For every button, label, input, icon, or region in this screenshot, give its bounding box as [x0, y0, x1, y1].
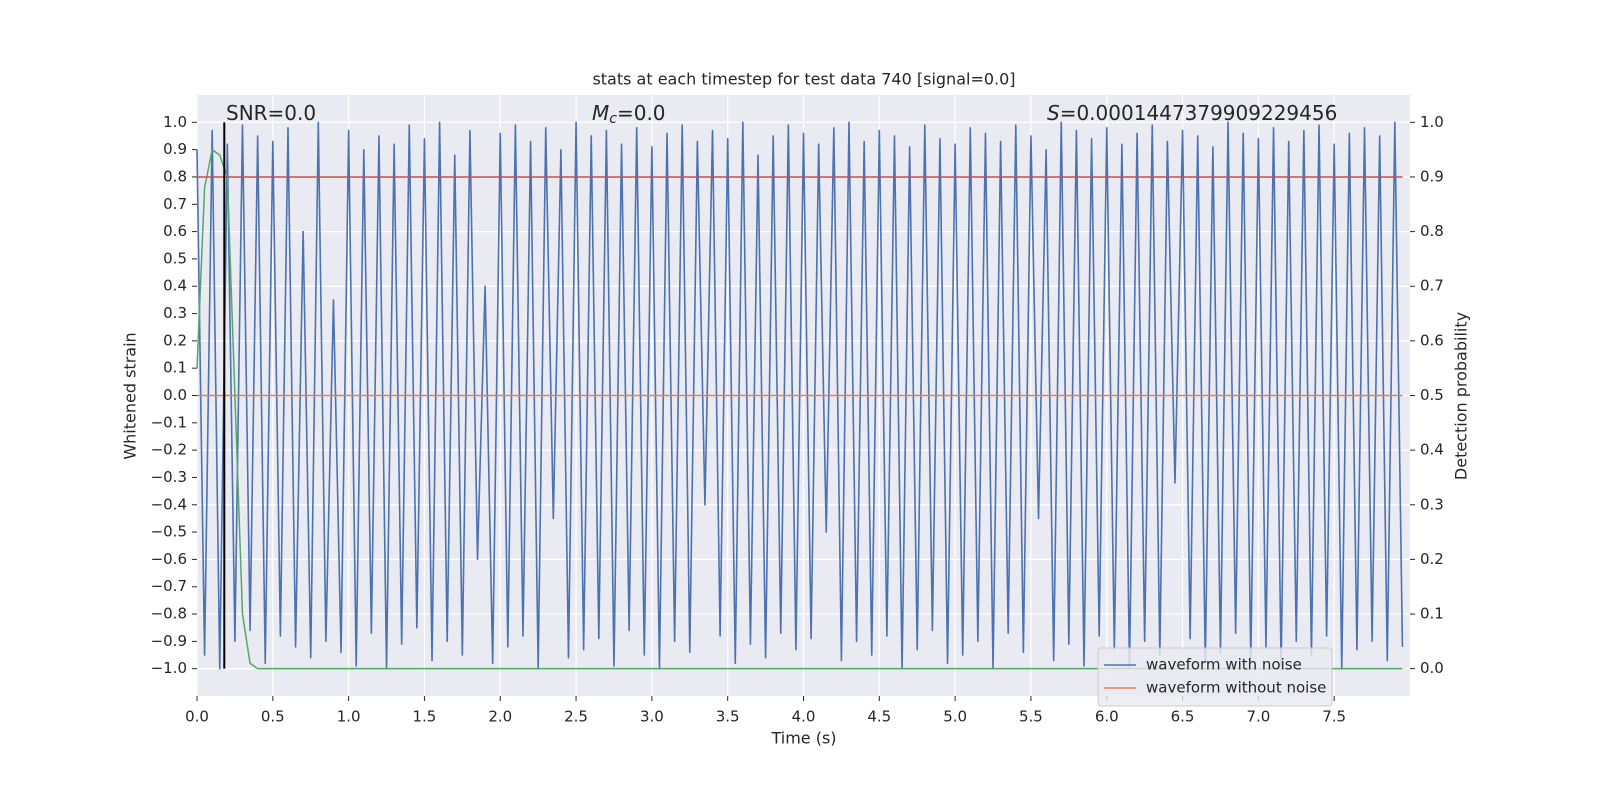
y-tick-label: 1.0: [163, 113, 187, 131]
legend-box: [1097, 647, 1333, 707]
y2-tick-label: 0.3: [1420, 495, 1444, 513]
y-tick-label: 0.7: [163, 195, 187, 213]
y-tick-label: −0.9: [151, 632, 187, 650]
x-tick-label: 5.5: [1019, 708, 1043, 726]
y2-tick-label: 0.1: [1420, 605, 1444, 623]
annotation: Mc=0.0: [592, 101, 666, 128]
legend-label: waveform without noise: [1146, 679, 1326, 697]
y-tick-label: −0.5: [151, 523, 187, 541]
x-tick-label: 4.0: [792, 708, 816, 726]
annotation-text: =0.0: [617, 101, 666, 125]
y2-tick-label: 0.7: [1420, 277, 1444, 295]
y2-axis-label: Detection probability: [1452, 312, 1471, 480]
y-tick-label: 0.5: [163, 249, 187, 267]
x-axis-label: Time (s): [770, 729, 836, 748]
series-line: [196, 121, 1404, 670]
x-tick-label: 5.0: [943, 708, 967, 726]
y-tick-label: 0.2: [163, 331, 187, 349]
y-tick-label: 0.0: [163, 386, 187, 404]
x-tick-label: 3.5: [716, 708, 740, 726]
x-tick-label: 1.0: [337, 708, 361, 726]
y-tick-label: −0.4: [151, 495, 187, 513]
annotation-symbol: S: [1047, 101, 1060, 125]
annotation: SNR=0.0: [226, 101, 316, 125]
annotation-text: =0.0001447379909229456: [1060, 101, 1338, 125]
y-axis-label: Whitened strain: [121, 332, 140, 459]
y2-tick-label: 1.0: [1420, 113, 1444, 131]
x-tick-label: 7.5: [1322, 708, 1346, 726]
y-tick-label: −0.3: [151, 468, 187, 486]
legend-label: waveform with noise: [1146, 656, 1302, 674]
y2-tick-label: 0.9: [1420, 167, 1444, 185]
y-tick-label: 0.8: [163, 167, 187, 185]
x-tick-label: 3.0: [640, 708, 664, 726]
x-tick-label: 0.5: [261, 708, 285, 726]
y2-tick-label: 0.2: [1420, 550, 1444, 568]
y-tick-label: 0.6: [163, 222, 187, 240]
x-tick-label: 0.0: [185, 708, 209, 726]
y2-tick-label: 0.4: [1420, 441, 1444, 459]
annotation-text: SNR=0.0: [226, 101, 316, 125]
y2-tick-label: 0.6: [1420, 331, 1444, 349]
annotation-symbol: M: [592, 101, 609, 125]
y2-tick-label: 0.0: [1420, 659, 1444, 677]
y2-tick-label: 0.5: [1420, 386, 1444, 404]
annotation-subscript: c: [609, 111, 617, 127]
x-tick-label: 1.5: [413, 708, 437, 726]
y2-tick-label: 0.8: [1420, 222, 1444, 240]
y-tick-label: 0.1: [163, 359, 187, 377]
x-tick-label: 6.0: [1095, 708, 1119, 726]
x-tick-label: 2.0: [488, 708, 512, 726]
series-line: [196, 148, 1403, 670]
x-tick-label: 4.5: [867, 708, 891, 726]
y-tick-label: 0.4: [163, 277, 187, 295]
y-tick-label: −0.8: [151, 605, 187, 623]
x-tick-label: 6.5: [1171, 708, 1195, 726]
y-tick-label: 0.9: [163, 140, 187, 158]
chart-title: stats at each timestep for test data 740…: [592, 70, 1015, 89]
x-tick-label: 2.5: [564, 708, 588, 726]
y-tick-label: 0.3: [163, 304, 187, 322]
x-tick-label: 7.0: [1246, 708, 1270, 726]
annotation: S=0.0001447379909229456: [1047, 101, 1337, 125]
y-tick-label: −1.0: [151, 659, 187, 677]
y-tick-label: −0.6: [151, 550, 187, 568]
y-tick-label: −0.7: [151, 577, 187, 595]
y-tick-label: −0.2: [151, 441, 187, 459]
y-tick-label: −0.1: [151, 413, 187, 431]
